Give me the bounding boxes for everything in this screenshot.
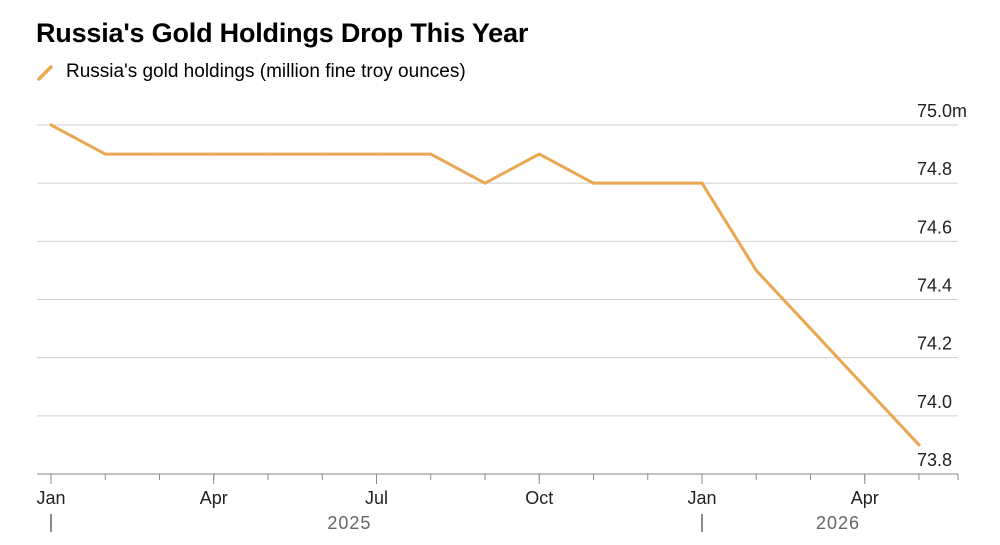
x-tick-label: Oct <box>525 488 553 508</box>
data-point <box>754 268 758 272</box>
data-point <box>483 181 487 185</box>
data-point <box>863 385 867 389</box>
x-tick-label: Jan <box>36 488 65 508</box>
data-point <box>49 123 53 127</box>
data-point <box>917 443 921 447</box>
data-point <box>429 152 433 156</box>
year-label: 2026 <box>816 513 860 533</box>
x-tick-label: Jul <box>365 488 388 508</box>
y-tick-label: 74.6 <box>917 217 952 237</box>
data-point <box>700 181 704 185</box>
legend-label: Russia's gold holdings (million fine tro… <box>66 61 466 82</box>
x-tick-label: Apr <box>851 488 879 508</box>
data-point <box>103 152 107 156</box>
chart-title: Russia's Gold Holdings Drop This Year <box>36 18 529 48</box>
data-point <box>809 327 812 331</box>
y-tick-label: 74.8 <box>917 159 952 179</box>
series-line-gold-holdings <box>49 123 921 447</box>
data-point <box>212 152 216 156</box>
legend: Russia's gold holdings (million fine tro… <box>36 60 466 84</box>
data-point <box>375 152 378 156</box>
x-tick-label: Apr <box>200 488 228 508</box>
data-point <box>537 152 541 156</box>
data-point <box>592 181 595 185</box>
x-tick-label: Jan <box>687 488 716 508</box>
y-tick-label: 74.0 <box>917 392 952 412</box>
year-label: 2025 <box>327 513 371 533</box>
data-point <box>158 152 161 156</box>
data-point <box>320 152 324 156</box>
data-point <box>646 181 650 185</box>
y-tick-label: 74.4 <box>917 276 952 296</box>
data-point <box>266 152 270 156</box>
y-tick-label: 74.2 <box>917 334 952 354</box>
legend-swatch-icon <box>37 65 53 81</box>
y-tick-label: 73.8 <box>917 450 952 470</box>
y-tick-label: 75.0m <box>917 101 967 121</box>
